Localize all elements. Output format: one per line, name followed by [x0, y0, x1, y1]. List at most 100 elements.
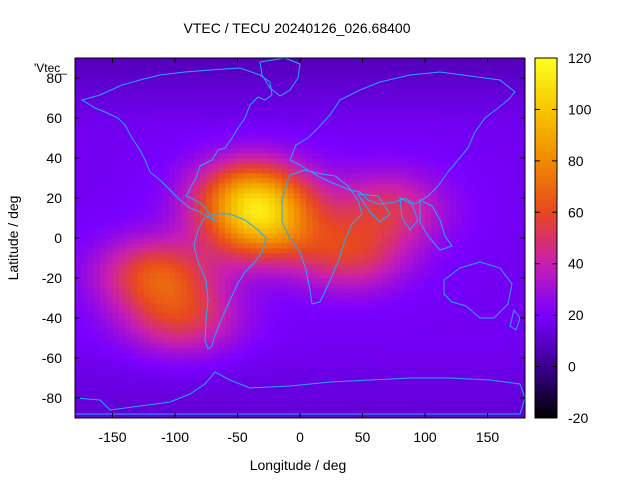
heat-cell	[450, 253, 457, 259]
heat-cell	[125, 83, 132, 89]
heat-cell	[100, 408, 107, 414]
heat-cell	[187, 118, 195, 124]
heat-cell	[412, 163, 420, 169]
heat-cell	[425, 353, 432, 359]
heat-cell	[343, 178, 351, 184]
heat-cell	[93, 413, 101, 419]
heat-cell	[187, 313, 195, 319]
heat-cell	[250, 408, 257, 414]
heat-cell	[112, 323, 120, 329]
heat-cell	[500, 368, 507, 374]
heat-cell	[368, 378, 376, 384]
heat-cell	[281, 163, 288, 169]
heat-cell	[362, 188, 370, 194]
heat-cell	[343, 283, 351, 289]
heat-cell	[256, 248, 263, 254]
heat-cell	[256, 218, 263, 224]
heat-cell	[375, 213, 382, 219]
heat-cell	[381, 153, 388, 159]
heat-cell	[437, 328, 445, 334]
heat-cell	[106, 388, 113, 394]
heat-cell	[250, 348, 257, 354]
heat-cell	[212, 283, 220, 289]
heat-cell	[112, 73, 120, 79]
heat-cell	[200, 318, 207, 324]
heat-cell	[506, 308, 513, 314]
heat-cell	[512, 128, 520, 134]
heat-cell	[243, 223, 251, 229]
heat-cell	[131, 383, 138, 389]
heat-cell	[281, 398, 288, 404]
heat-cell	[200, 193, 207, 199]
heat-cell	[400, 198, 407, 204]
heat-cell	[443, 173, 451, 179]
heat-cell	[125, 283, 132, 289]
heat-cell	[200, 308, 207, 314]
heat-cell	[162, 163, 170, 169]
heat-cell	[137, 393, 145, 399]
heat-cell	[175, 288, 182, 294]
heat-cell	[100, 183, 107, 189]
heat-cell	[112, 228, 120, 234]
heat-cell	[431, 253, 438, 259]
heat-cell	[168, 188, 176, 194]
heat-cell	[156, 198, 163, 204]
heat-cell	[300, 118, 307, 124]
heat-cell	[193, 158, 201, 164]
heat-cell	[425, 273, 432, 279]
heat-cell	[200, 228, 207, 234]
heat-cell	[281, 168, 288, 174]
heat-cell	[243, 188, 251, 194]
heat-cell	[218, 173, 226, 179]
heat-cell	[162, 78, 170, 84]
heat-cell	[325, 168, 332, 174]
heat-cell	[431, 368, 438, 374]
heat-cell	[262, 328, 270, 334]
heat-cell	[450, 413, 457, 419]
heat-cell	[443, 288, 451, 294]
heat-cell	[393, 208, 401, 214]
heat-cell	[112, 383, 120, 389]
heat-cell	[225, 383, 232, 389]
heat-cell	[93, 323, 101, 329]
heat-cell	[512, 123, 520, 129]
heat-cell	[431, 338, 438, 344]
heat-cell	[306, 118, 313, 124]
heat-cell	[481, 78, 488, 84]
heat-cell	[187, 263, 195, 269]
heat-cell	[162, 158, 170, 164]
heat-cell	[125, 243, 132, 249]
heat-cell	[406, 148, 413, 154]
heat-cell	[431, 288, 438, 294]
heat-cell	[381, 363, 388, 369]
heat-cell	[143, 103, 151, 109]
heat-cell	[118, 283, 126, 289]
heat-cell	[81, 68, 88, 74]
heat-cell	[268, 278, 276, 284]
heat-cell	[400, 268, 407, 274]
heat-cell	[237, 298, 245, 304]
heat-cell	[156, 308, 163, 314]
heat-cell	[225, 408, 232, 414]
heat-cell	[168, 73, 176, 79]
heat-cell	[312, 88, 320, 94]
heat-cell	[500, 268, 507, 274]
heat-cell	[125, 93, 132, 99]
heat-cell	[250, 363, 257, 369]
heat-cell	[275, 333, 282, 339]
heat-cell	[381, 338, 388, 344]
heat-cell	[87, 153, 95, 159]
heat-cell	[81, 78, 88, 84]
heat-cell	[487, 308, 495, 314]
heat-cell	[406, 323, 413, 329]
heat-cell	[506, 333, 513, 339]
heat-cell	[368, 353, 376, 359]
heat-cell	[506, 118, 513, 124]
heat-cell	[406, 188, 413, 194]
heat-cell	[100, 153, 107, 159]
heat-cell	[112, 333, 120, 339]
heat-cell	[400, 108, 407, 114]
heat-cell	[393, 358, 401, 364]
heat-cell	[143, 378, 151, 384]
heat-cell	[143, 233, 151, 239]
